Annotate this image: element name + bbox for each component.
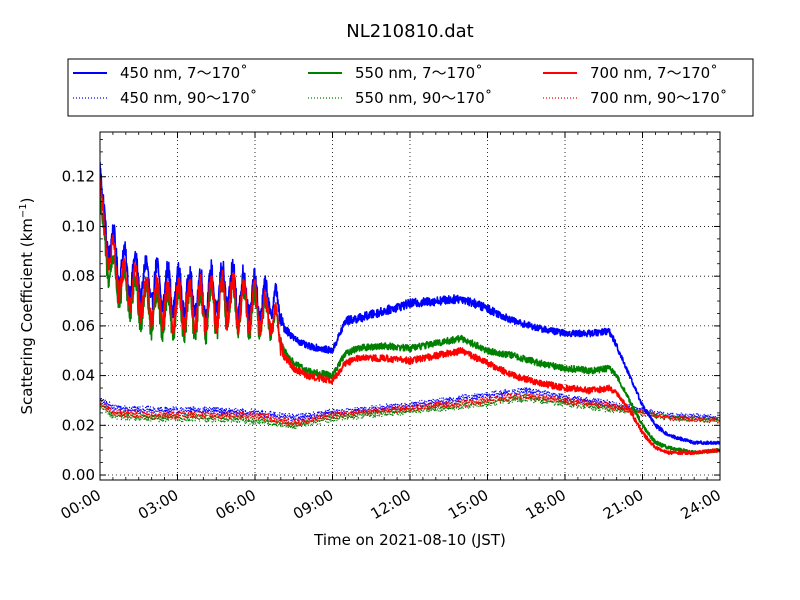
- x-tick-label: 21:00: [600, 486, 646, 523]
- legend-frame: [67, 58, 754, 117]
- legend-label: 700 nm, 90～170˚: [590, 89, 727, 107]
- series-line: [100, 386, 720, 423]
- x-axis: 00:00 03:00 06:00 09:00 12:00 15:00 18:00 21:00…: [58, 132, 724, 523]
- y-axis-label: Scattering Coefficient (km−1): [18, 197, 36, 414]
- y-axis: 0.00 0.02 0.04 0.06 0.08 0.10 0.12: [62, 139, 720, 484]
- x-tick-label: 12:00: [368, 486, 414, 523]
- legend-label: 450 nm, 90～170˚: [120, 89, 257, 107]
- y-axis-label-close: ): [18, 197, 36, 203]
- series-line: [100, 393, 720, 430]
- series-group: [100, 161, 720, 456]
- x-tick-label: 15:00: [445, 486, 491, 523]
- x-tick-label: 06:00: [213, 486, 259, 523]
- legend: 450 nm, 7～170˚ 450 nm, 90～170˚ 550 nm, 7～1…: [67, 58, 754, 117]
- legend-label: 550 nm, 7～170˚: [355, 64, 483, 82]
- y-axis-label-sup: −1: [18, 203, 29, 218]
- y-tick-label: 0.10: [62, 217, 95, 235]
- series-line: [100, 178, 720, 456]
- x-tick-label: 09:00: [290, 486, 336, 523]
- x-tick-label: 18:00: [523, 486, 569, 523]
- legend-label: 550 nm, 90～170˚: [355, 89, 492, 107]
- y-tick-label: 0.12: [62, 168, 95, 186]
- chart-title: NL210810.dat: [346, 21, 473, 42]
- y-tick-label: 0.00: [62, 466, 95, 484]
- legend-label: 700 nm, 7～170˚: [590, 64, 718, 82]
- x-tick-label: 24:00: [678, 486, 724, 523]
- y-tick-label: 0.08: [62, 267, 95, 285]
- x-axis-label: Time on 2021-08-10 (JST): [313, 531, 506, 549]
- x-tick-label: 00:00: [58, 486, 104, 523]
- y-axis-label-main: Scattering Coefficient (km: [18, 218, 36, 414]
- series-line: [100, 392, 720, 428]
- x-tick-label: 03:00: [135, 486, 181, 523]
- y-tick-label: 0.04: [62, 367, 95, 385]
- y-tick-label: 0.06: [62, 317, 95, 335]
- legend-label: 450 nm, 7～170˚: [120, 64, 248, 82]
- y-tick-label: 0.02: [62, 416, 95, 434]
